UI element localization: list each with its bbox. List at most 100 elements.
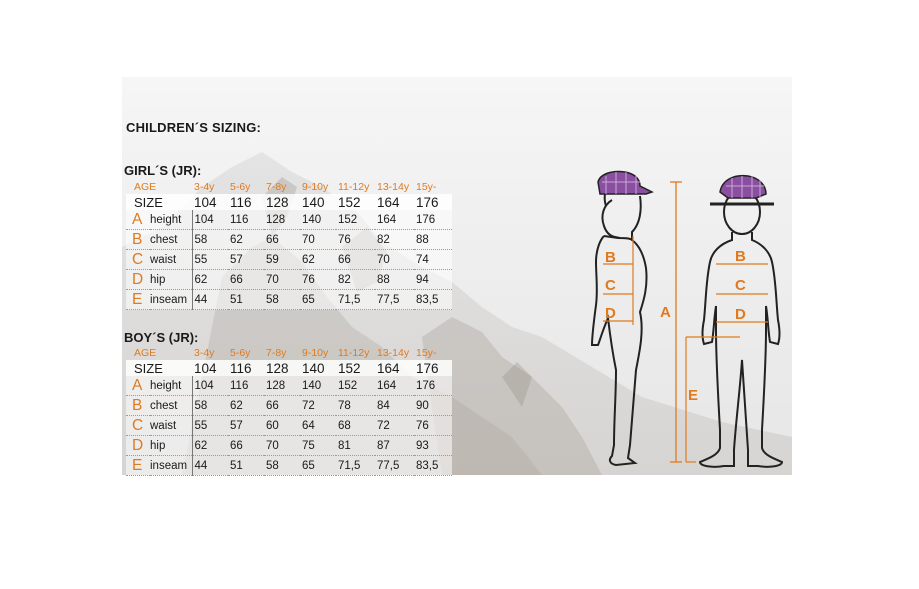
- measurement-cell: 55: [192, 249, 228, 270]
- measurement-label: inseam: [150, 455, 193, 476]
- age-cell: 13-14y: [377, 347, 410, 359]
- size-cell: 176: [414, 360, 452, 376]
- side-label-c: C: [605, 277, 616, 294]
- age-row: AGE 3-4y 5-6y 7-8y 9-10y 11-12y 13-14y 15y-: [126, 346, 452, 360]
- measurement-cell: 176: [414, 376, 452, 396]
- measurement-cell: 72: [300, 395, 336, 416]
- age-label: AGE: [134, 347, 157, 359]
- side-label-b: B: [605, 249, 616, 266]
- measurement-cell: 78: [336, 395, 375, 416]
- size-cell: 140: [300, 194, 336, 210]
- size-cell: 152: [336, 360, 375, 376]
- measurement-cell: 152: [336, 210, 375, 230]
- measurement-letter: A: [126, 376, 150, 396]
- measurement-cell: 140: [300, 376, 336, 396]
- measurement-cell: 62: [228, 395, 264, 416]
- measurement-cell: 66: [264, 395, 300, 416]
- measurement-letter: D: [126, 269, 150, 290]
- measurement-cell: 88: [375, 269, 414, 290]
- measurement-cell: 68: [336, 415, 375, 436]
- measurement-cell: 57: [228, 249, 264, 270]
- measurement-cell: 62: [192, 269, 228, 290]
- size-row: SIZE 104 116 128 140 152 164 176: [126, 360, 452, 376]
- size-cell: 104: [192, 360, 228, 376]
- girls-section-title: GIRL´S (JR):: [124, 163, 202, 178]
- measurement-cell: 62: [192, 435, 228, 456]
- measurement-cell: 77,5: [375, 289, 414, 310]
- measurement-cell: 57: [228, 415, 264, 436]
- age-cell: 11-12y: [338, 347, 370, 359]
- measurement-cell: 116: [228, 376, 264, 396]
- measurement-cell: 152: [336, 376, 375, 396]
- measurement-cell: 66: [264, 229, 300, 250]
- measurement-letter: E: [126, 455, 150, 476]
- measurement-cell: 58: [192, 395, 228, 416]
- measurement-cell: 93: [414, 435, 452, 456]
- inseam-measure-line: [685, 336, 740, 463]
- measurement-cell: 44: [192, 455, 228, 476]
- measurement-cell: 164: [375, 376, 414, 396]
- measurement-cell: 70: [375, 249, 414, 270]
- age-cell: 7-8y: [266, 181, 287, 193]
- measurement-cell: 70: [300, 229, 336, 250]
- measurement-cell: 55: [192, 415, 228, 436]
- measurement-cell: 71,5: [336, 455, 375, 476]
- measurement-letter: B: [126, 229, 150, 250]
- measurement-letter: B: [126, 395, 150, 416]
- age-cell: 3-4y: [194, 181, 215, 193]
- measurement-cell: 82: [336, 269, 375, 290]
- size-cell: 164: [375, 194, 414, 210]
- boys-size-table: AGE 3-4y 5-6y 7-8y 9-10y 11-12y 13-14y 15y- SIZE…: [126, 346, 452, 476]
- page-title: CHILDREN´S SIZING:: [126, 120, 262, 135]
- measurement-cell: 83,5: [414, 289, 452, 310]
- measurement-cell: 104: [192, 376, 228, 396]
- measurement-cell: 75: [300, 435, 336, 456]
- measurement-cell: 65: [300, 289, 336, 310]
- measurement-cell: 104: [192, 210, 228, 230]
- measurement-letter: C: [126, 249, 150, 270]
- side-cap-icon: [597, 170, 654, 195]
- age-cell: 5-6y: [230, 347, 251, 359]
- measurement-cell: 60: [264, 415, 300, 436]
- size-cell: 128: [264, 194, 300, 210]
- measurement-cell: 94: [414, 269, 452, 290]
- measurement-cell: 77,5: [375, 455, 414, 476]
- measurement-letter: C: [126, 415, 150, 436]
- measurement-letter: A: [126, 210, 150, 230]
- measurement-label: inseam: [150, 289, 193, 310]
- measurement-cell: 44: [192, 289, 228, 310]
- boys-section-title: BOY´S (JR):: [124, 330, 199, 345]
- size-label: SIZE: [126, 194, 192, 210]
- age-cell: 15y-: [416, 181, 437, 193]
- measurement-cell: 66: [228, 435, 264, 456]
- age-cell: 15y-: [416, 347, 437, 359]
- size-cell: 128: [264, 360, 300, 376]
- measurement-cell: 76: [414, 415, 452, 436]
- measurement-cell: 62: [228, 229, 264, 250]
- measurement-label: waist: [150, 415, 193, 436]
- measurement-cell: 140: [300, 210, 336, 230]
- size-cell: 104: [192, 194, 228, 210]
- size-cell: 116: [228, 360, 264, 376]
- measurement-cell: 70: [264, 435, 300, 456]
- measurement-label: height: [150, 376, 193, 396]
- measurement-label: height: [150, 210, 193, 230]
- size-row: SIZE 104 116 128 140 152 164 176: [126, 194, 452, 210]
- front-cap-icon: [719, 174, 767, 199]
- measurement-cell: 70: [264, 269, 300, 290]
- measurement-cell: 87: [375, 435, 414, 456]
- height-measure-line: [670, 181, 682, 463]
- size-cell: 116: [228, 194, 264, 210]
- measurement-cell: 58: [264, 289, 300, 310]
- measurement-cell: 82: [375, 229, 414, 250]
- measurement-letter: E: [126, 289, 150, 310]
